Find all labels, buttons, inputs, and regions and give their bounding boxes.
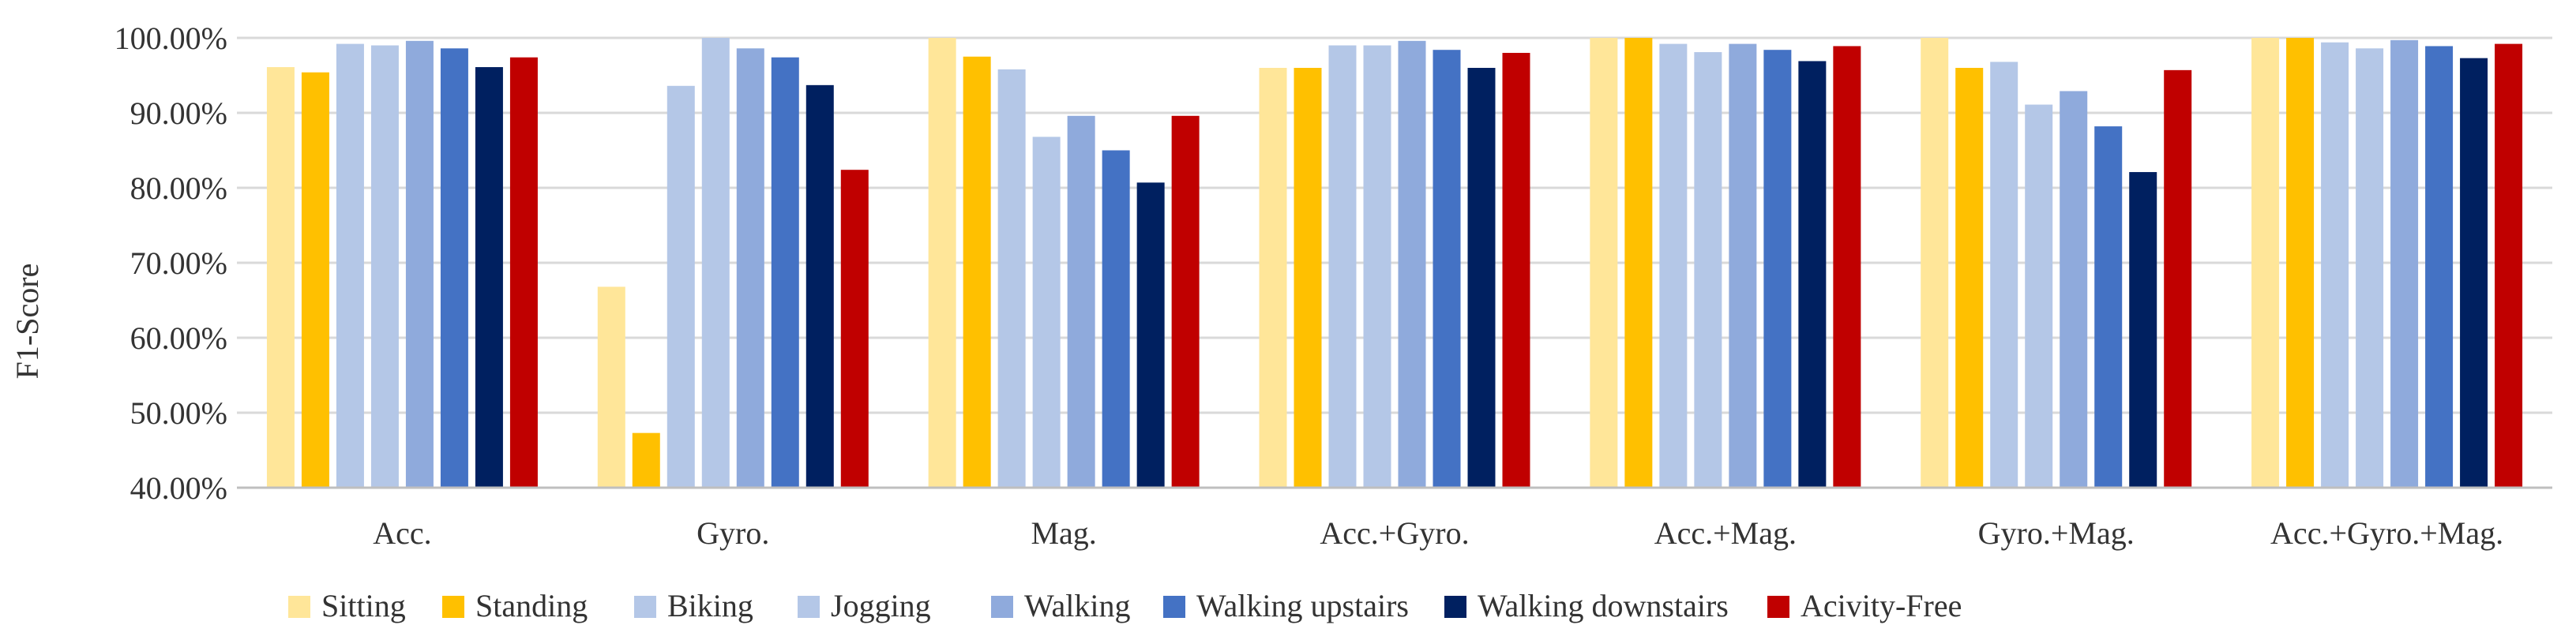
bar-walking-upstairs-3	[1433, 50, 1461, 488]
legend-swatch	[442, 596, 464, 618]
bar-walking-upstairs-6	[2425, 46, 2454, 488]
bar-walking-5	[2060, 91, 2088, 488]
bar-sitting-4	[1590, 38, 1618, 488]
gridlines	[237, 36, 2552, 414]
bar-walking-downstairs-3	[1467, 68, 1496, 488]
legend-label: Acivity-Free	[1801, 588, 1962, 623]
bar-sitting-1	[597, 286, 625, 488]
bar-walking-downstairs-5	[2129, 172, 2157, 488]
bar-acivity-free-4	[1833, 46, 1861, 488]
x-tick-label: Gyro.	[697, 515, 769, 551]
bar-biking-3	[1328, 45, 1357, 488]
bar-acivity-free-6	[2495, 43, 2523, 488]
bar-sitting-5	[1921, 38, 1949, 488]
legend-swatch	[634, 596, 656, 618]
bar-standing-5	[1955, 68, 1984, 488]
bar-acivity-free-1	[840, 170, 869, 488]
legend: Sitting Standing Biking Jogging Walking Walki…	[288, 588, 1962, 623]
x-tick-label: Acc.+Gyro.	[1320, 515, 1469, 551]
x-tick-label: Acc.+Mag.	[1654, 515, 1797, 551]
y-tick-label: 70.00%	[130, 245, 227, 281]
bar-sitting-6	[2251, 38, 2280, 488]
legend-label: Standing	[475, 588, 588, 623]
legend-swatch	[991, 596, 1013, 618]
bar-walking-downstairs-1	[805, 84, 834, 488]
bar-biking-4	[1659, 43, 1688, 488]
bar-walking-downstairs-2	[1136, 182, 1165, 488]
y-tick-label: 50.00%	[130, 395, 227, 431]
bar-standing-0	[301, 72, 329, 488]
bar-biking-2	[997, 69, 1026, 488]
bar-standing-6	[2286, 38, 2315, 488]
legend-label: Walking upstairs	[1196, 588, 1409, 623]
bar-standing-2	[963, 56, 991, 488]
bars	[266, 38, 2523, 488]
y-tick-label: 80.00%	[130, 170, 227, 206]
bar-walking-1	[736, 48, 764, 488]
legend-swatch	[288, 596, 310, 618]
legend-label: Walking	[1024, 588, 1131, 623]
bar-walking-6	[2390, 39, 2419, 488]
legend-swatch	[1767, 596, 1789, 618]
y-tick-label: 60.00%	[130, 320, 227, 356]
y-tick-label: 40.00%	[130, 470, 227, 506]
bar-standing-3	[1294, 68, 1322, 488]
x-tick-label: Gyro.+Mag.	[1978, 515, 2135, 551]
bar-walking-downstairs-6	[2460, 58, 2488, 488]
bar-biking-6	[2321, 42, 2349, 488]
bar-biking-1	[667, 85, 695, 488]
y-tick-label: 100.00%	[115, 21, 227, 56]
bar-walking-upstairs-0	[440, 48, 468, 488]
bar-standing-4	[1624, 38, 1653, 488]
bar-acivity-free-0	[509, 57, 538, 488]
y-tick-label: 90.00%	[130, 95, 227, 131]
bar-jogging-3	[1363, 45, 1391, 488]
legend-label: Walking downstairs	[1478, 588, 1729, 623]
bar-sitting-2	[928, 38, 956, 488]
bar-walking-downstairs-4	[1798, 61, 1827, 488]
legend-swatch	[1444, 596, 1466, 618]
bar-sitting-3	[1259, 68, 1287, 488]
bar-acivity-free-5	[2164, 69, 2192, 488]
bar-acivity-free-3	[1502, 53, 1530, 488]
bar-jogging-2	[1032, 137, 1061, 488]
bar-walking-upstairs-4	[1763, 50, 1792, 488]
bar-acivity-free-2	[1171, 115, 1200, 488]
bar-walking-upstairs-1	[771, 57, 799, 488]
bar-walking-3	[1398, 40, 1426, 488]
bar-walking-4	[1729, 43, 1757, 488]
legend-label: Jogging	[831, 588, 931, 623]
bar-jogging-5	[2025, 104, 2053, 488]
bar-jogging-4	[1694, 52, 1722, 488]
legend-swatch	[798, 596, 820, 618]
bar-jogging-6	[2356, 48, 2384, 488]
bar-walking-0	[405, 40, 434, 488]
x-axis-ticks: Acc. Gyro. Mag. Acc.+Gyro. Acc.+Mag. Gyro.+Ma…	[373, 515, 2503, 551]
x-tick-label: Acc.	[373, 515, 431, 551]
bar-biking-5	[1990, 62, 2018, 488]
bar-walking-upstairs-2	[1102, 150, 1130, 488]
bar-walking-downstairs-0	[475, 67, 503, 488]
x-tick-label: Acc.+Gyro.+Mag.	[2270, 515, 2503, 551]
legend-label: Biking	[667, 588, 753, 623]
bar-jogging-1	[701, 38, 730, 488]
legend-swatch	[1163, 596, 1185, 618]
x-tick-label: Mag.	[1031, 515, 1096, 551]
bar-walking-upstairs-5	[2094, 126, 2123, 488]
bar-standing-1	[632, 432, 660, 488]
bar-biking-0	[336, 43, 364, 488]
bar-sitting-0	[266, 67, 295, 488]
y-axis-ticks: 40.00% 50.00% 60.00% 70.00% 80.00% 90.00% 100.…	[115, 21, 227, 506]
y-axis-label: F1-Score	[9, 264, 45, 380]
bar-jogging-0	[370, 45, 399, 488]
legend-label: Sitting	[321, 588, 406, 623]
bar-walking-2	[1067, 115, 1095, 488]
